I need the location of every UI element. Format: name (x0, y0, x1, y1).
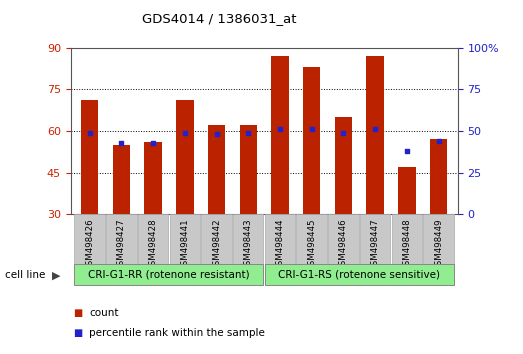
Text: GSM498444: GSM498444 (276, 218, 285, 271)
Point (149, 140, 157, 145)
Point (276, 126, 284, 132)
Text: GSM498442: GSM498442 (212, 218, 221, 271)
Text: CRI-G1-RR (rotenone resistant): CRI-G1-RR (rotenone resistant) (88, 270, 250, 280)
Bar (106, 214, 137, 264)
Bar (430, 139, 447, 214)
Bar (398, 167, 416, 214)
Bar (74, 214, 105, 264)
Text: CRI-G1-RS (rotenone sensitive): CRI-G1-RS (rotenone sensitive) (278, 270, 440, 280)
Text: GSM498441: GSM498441 (180, 218, 189, 271)
Bar (81, 101, 98, 214)
Bar (328, 214, 359, 264)
Text: cell line: cell line (5, 270, 46, 280)
Bar (144, 142, 162, 214)
Bar (303, 67, 321, 214)
Bar (74, 264, 264, 285)
Bar (360, 214, 390, 264)
Bar (423, 214, 454, 264)
Bar (367, 56, 384, 214)
Text: GSM498445: GSM498445 (307, 218, 316, 271)
Bar (138, 214, 168, 264)
Text: GSM498449: GSM498449 (434, 218, 443, 271)
Point (308, 126, 316, 132)
Bar (271, 56, 289, 214)
Text: GSM498448: GSM498448 (402, 218, 412, 271)
Text: GSM498443: GSM498443 (244, 218, 253, 271)
Point (180, 130, 189, 136)
Text: GDS4014 / 1386031_at: GDS4014 / 1386031_at (142, 12, 297, 25)
Text: GSM498426: GSM498426 (85, 218, 94, 271)
Text: GSM498446: GSM498446 (339, 218, 348, 271)
Text: count: count (89, 308, 118, 318)
Bar (176, 101, 194, 214)
Bar (201, 214, 232, 264)
Text: percentile rank within the sample: percentile rank within the sample (89, 328, 265, 338)
Text: ■: ■ (73, 328, 83, 338)
Point (212, 131, 221, 137)
Bar (208, 125, 225, 214)
Point (339, 130, 348, 136)
Bar (297, 214, 327, 264)
Bar (265, 264, 454, 285)
Bar (240, 125, 257, 214)
Bar (335, 117, 352, 214)
Point (244, 130, 253, 136)
Text: GSM498447: GSM498447 (371, 218, 380, 271)
Point (85, 130, 94, 136)
Text: GSM498428: GSM498428 (149, 218, 157, 271)
Bar (392, 214, 422, 264)
Text: ▶: ▶ (52, 270, 60, 280)
Text: GSM498427: GSM498427 (117, 218, 126, 271)
Text: ■: ■ (73, 308, 83, 318)
Point (403, 148, 411, 154)
Point (435, 138, 443, 144)
Bar (169, 214, 200, 264)
Bar (265, 214, 295, 264)
Point (117, 140, 126, 145)
Bar (233, 214, 264, 264)
Bar (112, 145, 130, 214)
Point (371, 126, 379, 132)
